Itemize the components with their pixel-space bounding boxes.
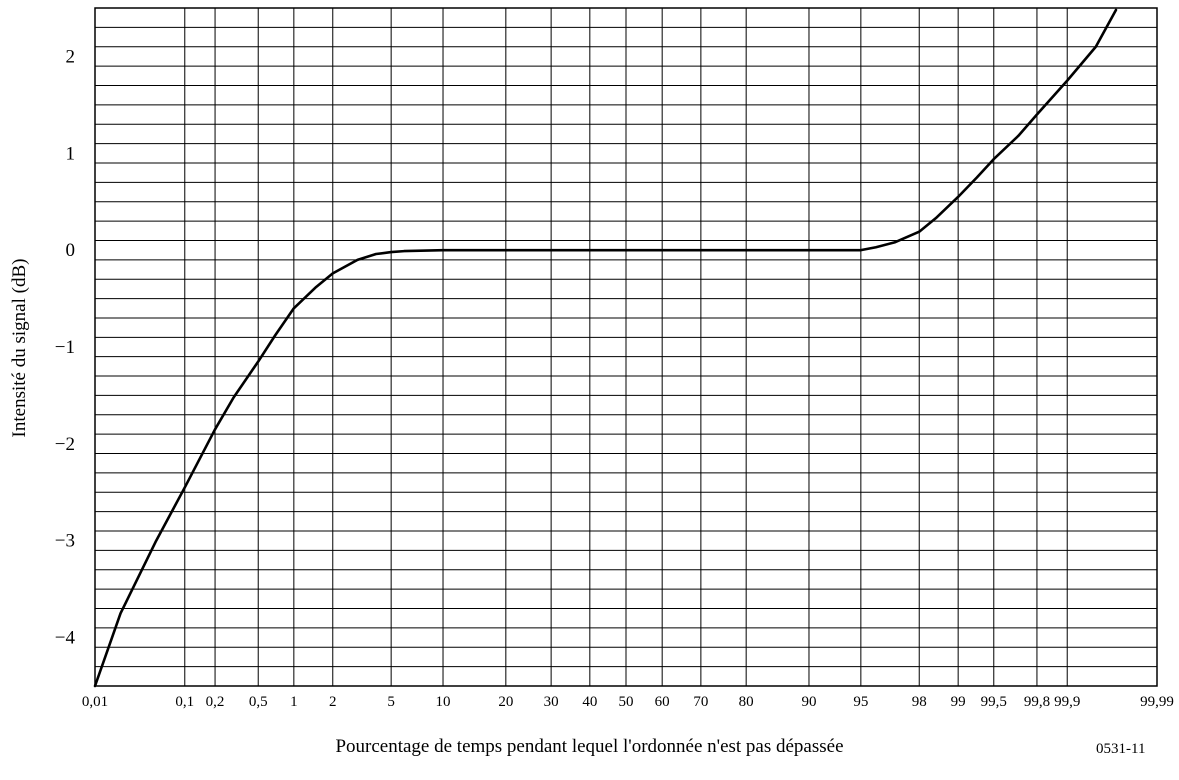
x-tick-label: 70 [693, 694, 708, 710]
x-tick-label: 1 [290, 694, 298, 710]
x-tick-label: 2 [329, 694, 337, 710]
x-tick-label: 99 [951, 694, 966, 710]
y-tick-label: 2 [66, 46, 76, 67]
x-tick-label: 20 [498, 694, 513, 710]
x-tick-label: 95 [853, 694, 868, 710]
x-tick-label: 98 [912, 694, 927, 710]
x-tick-label: 80 [739, 694, 754, 710]
x-tick-label: 30 [544, 694, 559, 710]
signal-curve [93, 8, 1118, 688]
x-tick-label: 60 [655, 694, 670, 710]
x-tick-label: 0,5 [249, 694, 268, 710]
plot-border [94, 7, 1158, 687]
x-tick-label: 5 [387, 694, 395, 710]
x-tick-label: 40 [582, 694, 597, 710]
x-tick-label: 99,8 [1024, 694, 1050, 710]
y-tick-label: 0 [66, 240, 76, 261]
x-tick-label: 99,5 [981, 694, 1007, 710]
y-tick-labels: 2 1 0 −1 −2 −3 −4 [55, 46, 76, 648]
y-tick-label: −1 [55, 337, 75, 358]
y-axis-label: Intensité du signal (dB) [9, 258, 30, 438]
plot-frame [94, 7, 1158, 687]
x-tick-labels: 0,01 0,1 0,2 0,5 1 2 5 10 20 30 40 50 60 70 80 90 95 98 99… [82, 694, 1174, 710]
x-tick-label: 10 [436, 694, 451, 710]
y-tick-label: 1 [66, 143, 76, 164]
x-axis-label: Pourcentage de temps pendant lequel l'or… [335, 736, 844, 757]
figure-code: 0531-11 [1096, 741, 1146, 757]
x-tick-label: 50 [619, 694, 634, 710]
series-layer [93, 8, 1118, 688]
x-tick-label: 0,2 [206, 694, 225, 710]
y-tick-label: −3 [55, 531, 75, 552]
x-tick-label: 0,1 [175, 694, 194, 710]
y-tick-label: −4 [55, 628, 76, 649]
grid [94, 8, 1158, 686]
x-tick-label: 90 [801, 694, 816, 710]
x-tick-label: 0,01 [82, 694, 108, 710]
y-tick-label: −2 [55, 434, 75, 455]
x-tick-label: 99,9 [1054, 694, 1080, 710]
x-tick-label: 99,99 [1140, 694, 1174, 710]
